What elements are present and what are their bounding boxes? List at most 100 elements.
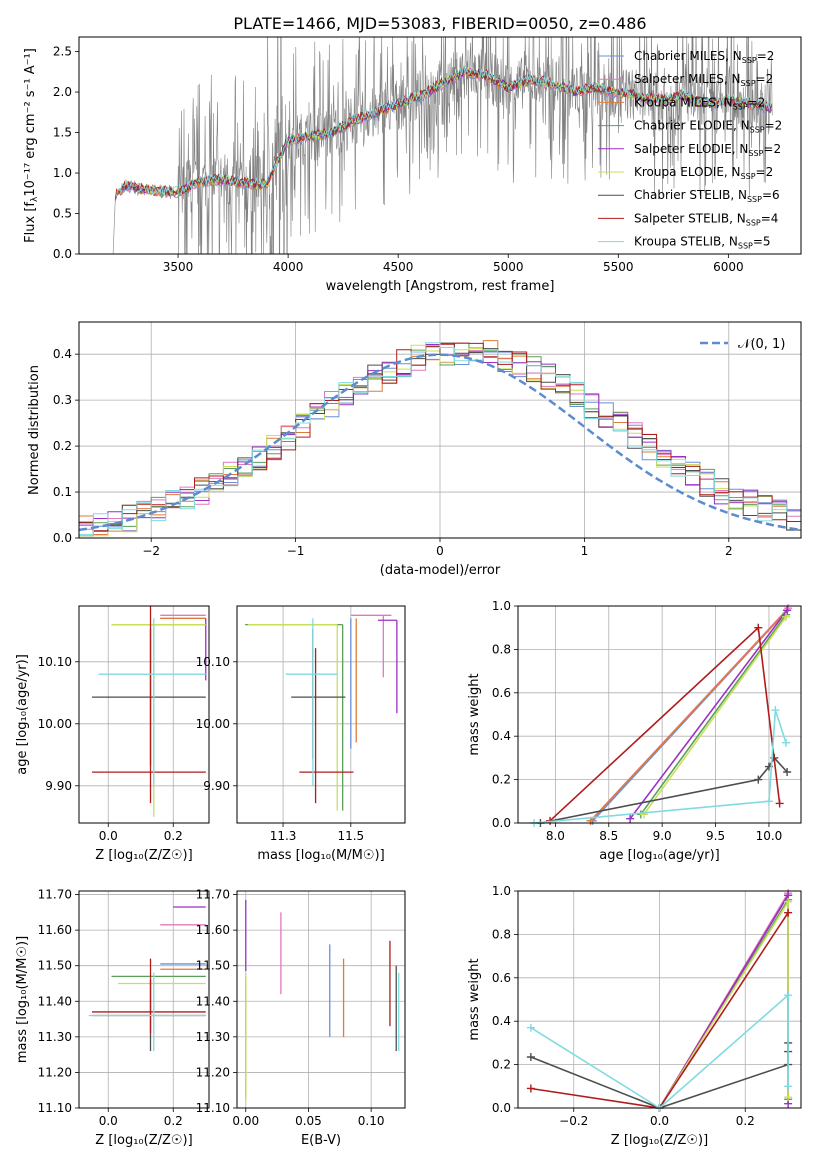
weight_vs_age-ytick-label: 1.0 [492,599,511,613]
mass_vs_EBV-ytick-label: 11.50 [196,959,230,973]
mass_vs_EBV-xtick-label: 0.05 [295,1114,322,1128]
legend-label-n: =2 [763,142,781,156]
age_vs_Z-ytick-label: 10.00 [38,717,72,731]
residuals-axes: −2 −1 0 1 2 0.0 0.1 0.2 0.3 0.4 (data-model)/error… [27,321,802,578]
weight_vs_Z-ytick-label: 0.6 [492,971,511,985]
age_vs_mass-xtick-label: 11.5 [337,829,364,843]
weight_vs_age-marker-7 [754,623,763,632]
mass_vs_EBV-xtick-label: 0.00 [232,1114,259,1128]
mass_vs_Z-axes: 0.0 0.2 11.10 11.20 11.30 11.40 11.50 11.60 11.7… [15,888,210,1148]
weight_vs_age-xlabel: age [log₁₀(age/yr)] [599,848,720,863]
spectrum-ytick-label: 0.5 [53,207,72,221]
spectrum-ytick-label: 2.5 [53,45,72,59]
mass_vs_Z-ytick-label: 11.20 [38,1065,72,1079]
age_vs_mass-axes: 11.3 11.5 9.90 10.00 10.10 mass [log₁₀(M/M☉)] [196,605,406,863]
weight_vs_age-line-3 [640,614,787,815]
weight_vs_Z-frame [517,890,802,1109]
legend-label-n: =6 [762,188,780,202]
weight_vs_age-ytick-label: 0.2 [492,773,511,787]
age_vs_Z-frame [78,605,210,824]
weight_vs_age-xtick-label: 8.0 [546,829,565,843]
age_vs_Z-xlabel: Z [log₁₀(Z/Z☉)] [95,848,192,863]
weight_vs_Z-ytick-label: 1.0 [492,884,511,898]
age_vs_mass-xlabel: mass [log₁₀(M/M☉)] [257,848,384,863]
mass_vs_Z-ytick-label: 11.30 [38,1030,72,1044]
age_vs_mass-ytick-label: 10.10 [196,655,230,669]
mass_vs_EBV-ytick-label: 11.60 [196,923,230,937]
normal-curve [79,353,801,532]
weight_vs_age-ytick-label: 0.8 [492,642,511,656]
mass_vs_Z-ytick-label: 11.40 [38,994,72,1008]
weight_vs_age-xtick-label: 10.0 [756,829,783,843]
weight_vs_Z-axes: −0.2 0.0 0.2 0.0 0.2 0.4 0.6 0.8 1.0 Z [log₁₀(Z/Z… [467,884,802,1148]
weight_vs_age-ytick-label: 0.0 [492,816,511,830]
weight_vs_age-marker-5 [640,810,649,819]
mass_vs_EBV-axes: 0.00 0.05 0.10 11.10 11.20 11.30 11.40 11.50 11.… [196,888,406,1148]
mass_vs_EBV-ytick-label: 11.70 [196,888,230,902]
legend-label-text: Salpeter MILES, N [634,72,741,86]
age_vs_Z-xtick-label: 0.0 [99,829,118,843]
legend-label-n: =2 [765,119,783,133]
weight_vs_Z-ytick-label: 0.2 [492,1058,511,1072]
legend-label-n: =4 [761,211,779,225]
age_vs_Z-axes: 0.0 0.2 9.90 10.00 10.10 Z [log₁₀(Z/Z☉)] age [… [15,605,210,863]
legend-label-6: Chabrier STELIB, NSSP=6 [634,188,780,204]
legend-label-text: Chabrier MILES, N [634,49,742,63]
weight_vs_age-marker-5 [782,612,791,621]
weight_vs_age-axes: 8.0 8.5 9.0 9.5 10.0 0.0 0.2 0.4 0.6 0.8 1.0 age [l… [467,599,802,863]
spectrum-ylabel: Flux [fλ10⁻¹⁷ erg cm⁻² s⁻¹ A⁻¹] [23,48,40,243]
spectrum-xtick-label: 3500 [163,260,194,274]
residuals-xtick-label: −1 [287,544,305,558]
residuals-xtick-label: −2 [142,544,160,558]
mass_vs_EBV-ytick-label: 11.20 [196,1065,230,1079]
legend-label-2: Kroupa MILES, NSSP=2 [634,95,765,111]
legend-label-4: Salpeter ELODIE, NSSP=2 [634,142,781,158]
residual-hist-6 [79,342,801,532]
mass_vs_EBV-xtick-label: 0.10 [358,1114,385,1128]
age_vs_mass-frame [236,605,406,824]
spectrum-xtick-label: 4500 [383,260,414,274]
residuals-xtick-label: 0 [436,544,444,558]
weight_vs_age-ylabel: mass weight [467,673,482,755]
weight_vs_Z-marker-8 [526,1023,535,1032]
spectrum-axes: 3500 4000 4500 5000 5500 6000 0.0 0.5 1.0 1.5 2.0 2… [23,36,802,294]
age_vs_Z-ytick-label: 10.10 [38,655,72,669]
mass_vs_EBV-ytick-label: 11.10 [196,1101,230,1115]
weight_vs_age-marker-8 [771,706,780,715]
residuals-ytick-label: 0.1 [53,485,72,499]
weight_vs_age-line-2 [590,609,788,822]
weight_vs_age-line-8 [533,709,787,823]
legend-label-text: Kroupa ELODIE, N [634,165,741,179]
legend-label-sub: SSP [741,79,756,88]
spectrum-ytick-label: 2.0 [53,85,72,99]
legend-label-n: =2 [757,49,775,63]
legend-label-sub: SSP [742,56,757,65]
legend-label-text: Salpeter ELODIE, N [634,142,748,156]
weight_vs_age-marker-8 [782,738,791,747]
spectrum-ylabel-prefix: Flux [f [23,202,38,243]
legend-label-5: Kroupa ELODIE, NSSP=2 [634,165,773,181]
mass_vs_Z-ytick-label: 11.60 [38,923,72,937]
mass_vs_Z-ytick-label: 11.50 [38,959,72,973]
weight_vs_Z-xlabel: Z [log₁₀(Z/Z☉)] [611,1133,708,1148]
legend-label-sub: SSP [738,242,753,251]
residual-legend-label: 𝒩(0, 1) [738,337,785,352]
spectrum-ytick-label: 1.5 [53,126,72,140]
spectrum-model-line-8 [115,64,772,197]
residuals-ytick-label: 0.0 [53,531,72,545]
age_vs_mass-ytick-label: 10.00 [196,717,230,731]
legend-label-3: Chabrier ELODIE, NSSP=2 [634,119,782,135]
age_vs_Z-ytick-label: 9.90 [45,779,72,793]
legend-label-n: =5 [753,235,771,249]
legend-label-n: =2 [756,72,774,86]
weight_vs_age-marker-4 [783,606,792,615]
mass_vs_Z-ytick-label: 11.70 [38,888,72,902]
weight_vs_Z-ytick-label: 0.4 [492,1014,511,1028]
residual-hist-5 [79,344,801,537]
legend-label-text: Chabrier ELODIE, N [634,119,750,133]
weight_vs_Z-marker-6 [526,1053,535,1062]
weight_vs_Z-xtick-label: 0.2 [736,1114,755,1128]
weight_vs_age-marker-6 [754,775,763,784]
